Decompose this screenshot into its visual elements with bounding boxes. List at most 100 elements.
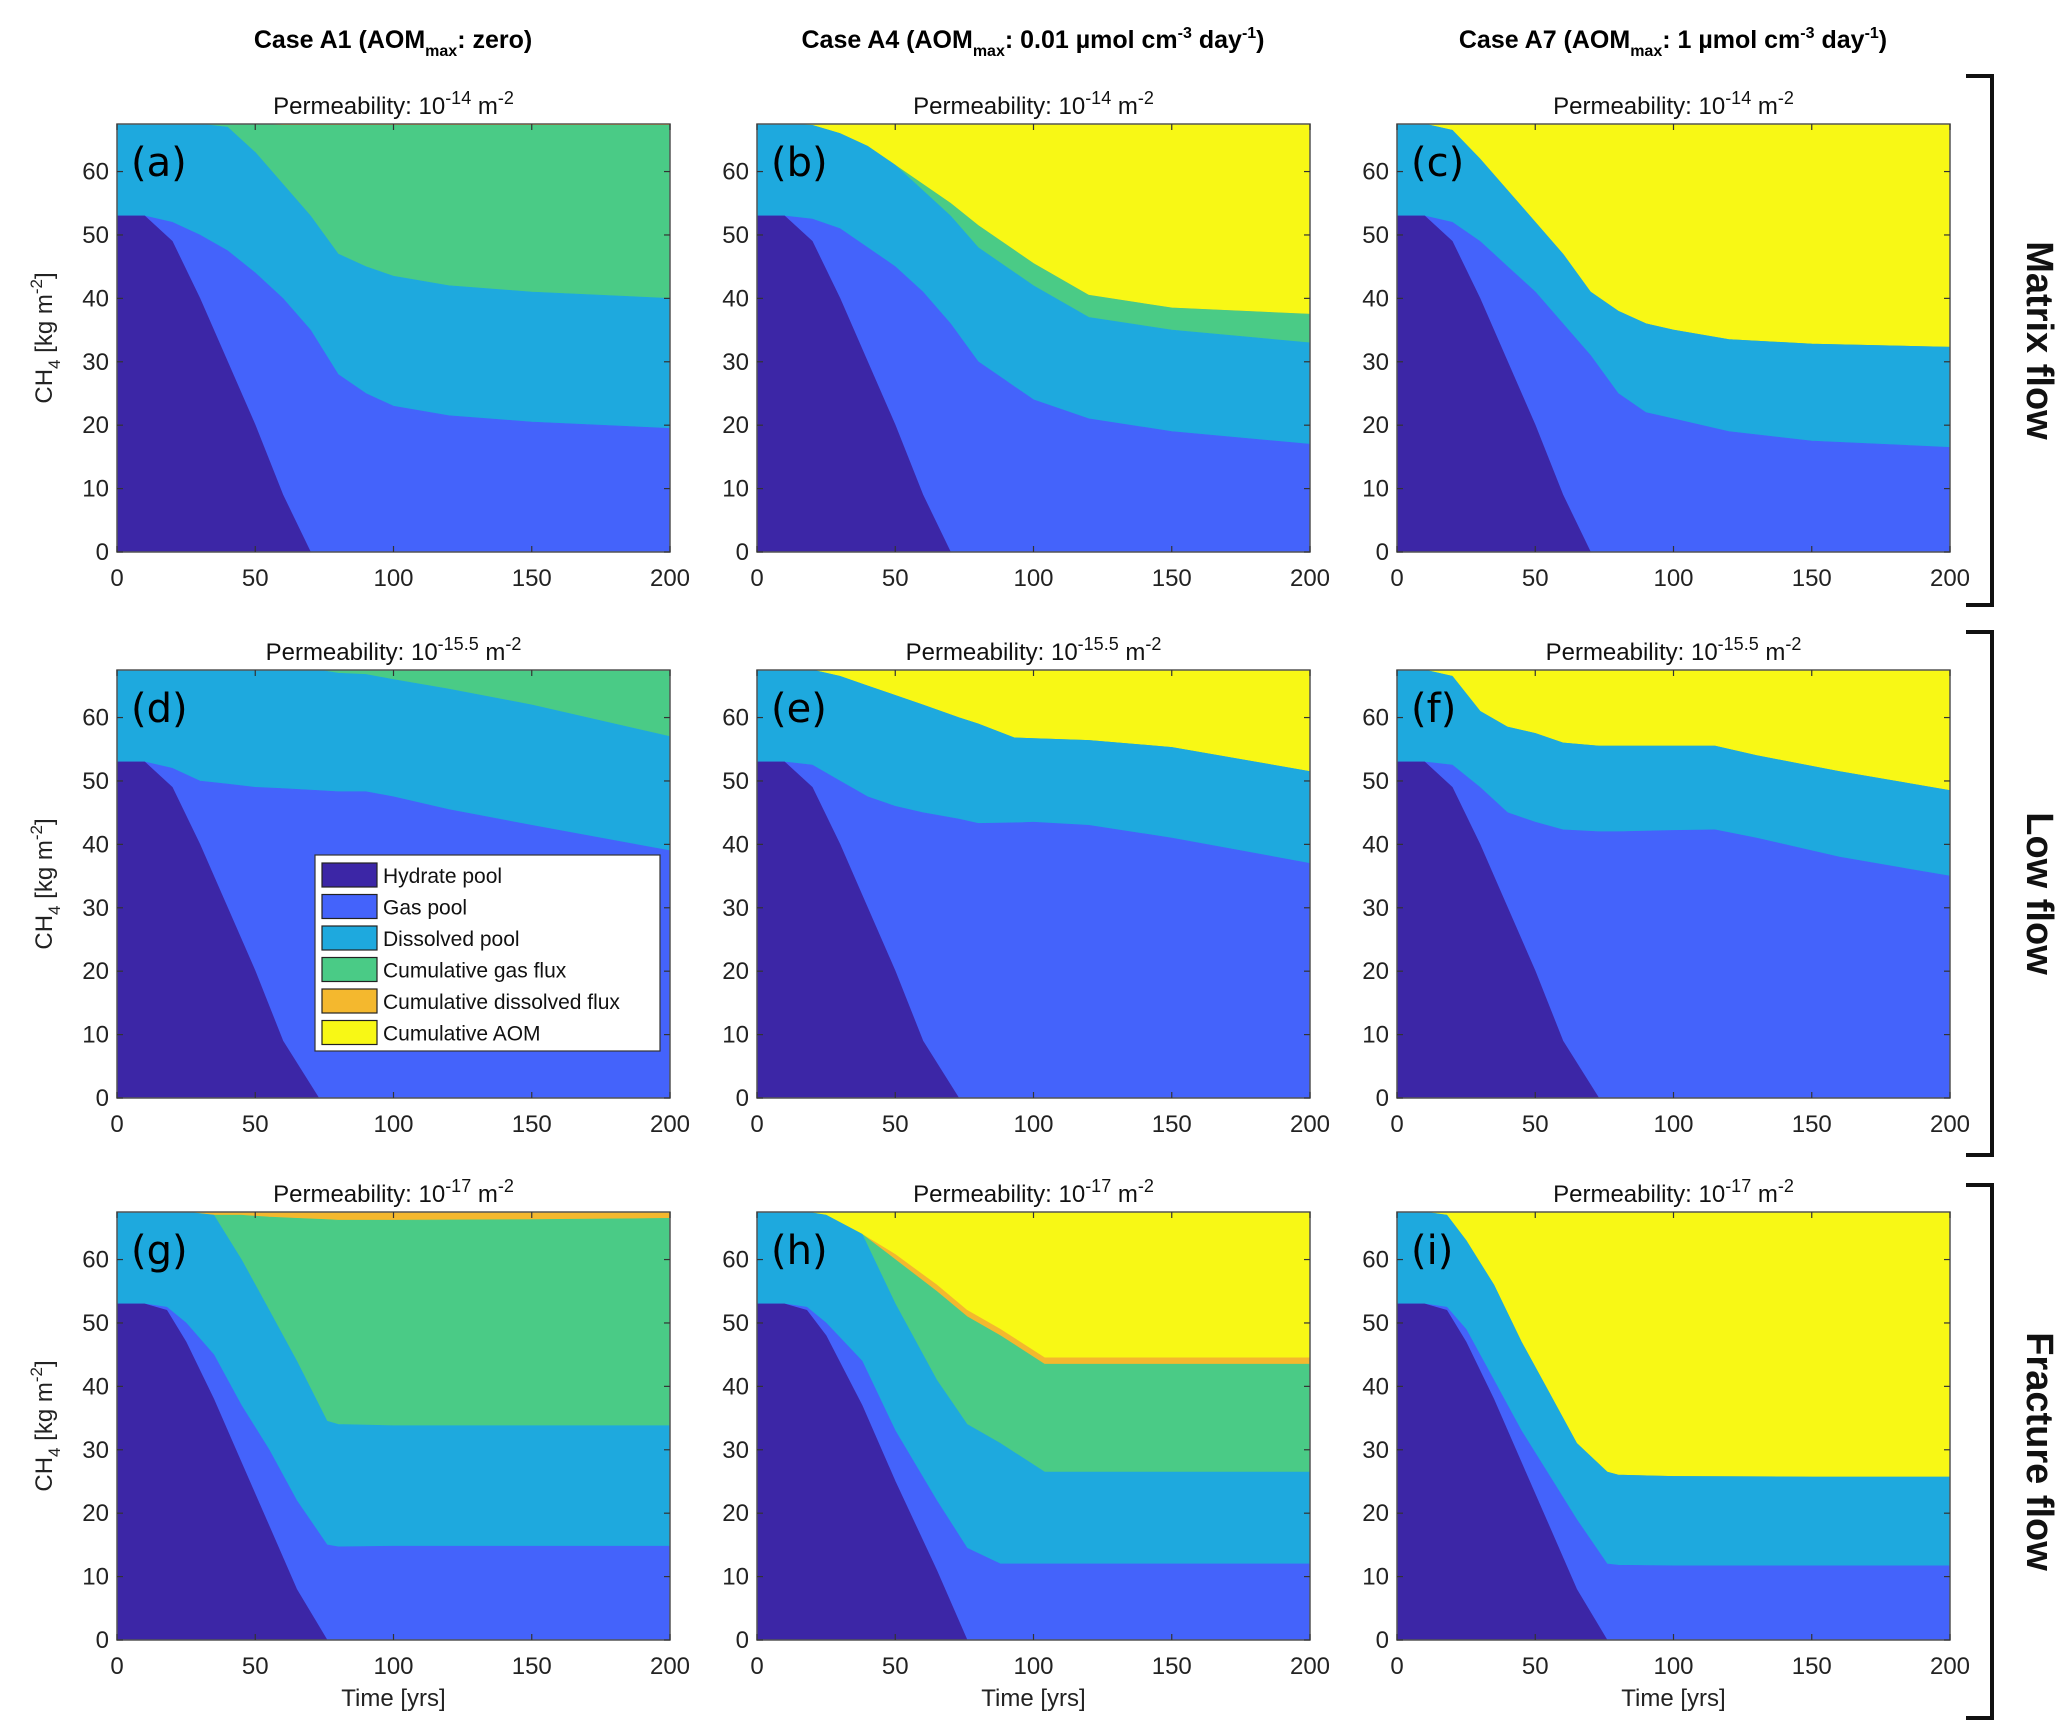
row-label: Fracture flow xyxy=(2018,1332,2060,1571)
x-tick-label: 150 xyxy=(512,1111,552,1138)
x-tick-label: 200 xyxy=(1930,1653,1970,1680)
y-tick-label: 60 xyxy=(722,705,749,732)
y-tick-label: 60 xyxy=(1362,159,1389,186)
x-tick-label: 150 xyxy=(1152,565,1192,592)
x-axis-label: Time [yrs] xyxy=(981,1685,1085,1712)
panel-letter: (a) xyxy=(131,140,187,186)
x-tick-label: 50 xyxy=(1522,565,1549,592)
x-tick-label: 0 xyxy=(1390,565,1403,592)
x-tick-label: 100 xyxy=(1653,1653,1693,1680)
y-tick-label: 0 xyxy=(96,1085,109,1112)
area-hydrate xyxy=(757,215,1310,552)
legend-label: Cumulative AOM xyxy=(383,1023,541,1046)
y-tick-label: 20 xyxy=(82,958,109,985)
x-tick-label: 50 xyxy=(882,1111,909,1138)
y-tick-label: 20 xyxy=(1362,412,1389,439)
y-tick-label: 50 xyxy=(722,768,749,795)
panel-e: 0 50 100 150 200 0 10 20 30 40 50 60 Permeability: 1… xyxy=(722,634,1330,1138)
y-tick-label: 30 xyxy=(82,895,109,922)
y-tick-label: 0 xyxy=(96,539,109,566)
x-tick-label: 100 xyxy=(1013,1653,1053,1680)
y-tick-label: 50 xyxy=(1362,1310,1389,1337)
y-tick-label: 60 xyxy=(82,159,109,186)
y-tick-label: 30 xyxy=(82,1437,109,1464)
y-tick-label: 60 xyxy=(722,159,749,186)
y-tick-label: 0 xyxy=(1376,1085,1389,1112)
row-label: Low flow xyxy=(2018,812,2060,975)
y-tick-label: 40 xyxy=(1362,1373,1389,1400)
y-tick-label: 30 xyxy=(722,1437,749,1464)
y-tick-label: 50 xyxy=(1362,222,1389,249)
panel-title: Permeability: 10-14 m-2 xyxy=(913,88,1154,120)
row-label: Matrix flow xyxy=(2018,241,2060,440)
x-tick-label: 100 xyxy=(373,1653,413,1680)
legend-swatch-dissolved xyxy=(321,925,378,951)
row-labels: Matrix flow Low flow Fracture flow xyxy=(1966,74,2060,1720)
y-tick-label: 0 xyxy=(1376,539,1389,566)
x-tick-label: 200 xyxy=(1930,565,1970,592)
x-tick-label: 0 xyxy=(110,1111,123,1138)
panel-title: Permeability: 10-17 m-2 xyxy=(273,1176,514,1208)
legend-label: Cumulative gas flux xyxy=(383,960,567,983)
panel-h: 0 50 100 150 200 0 10 20 30 40 50 60 Permeability: 1… xyxy=(722,1176,1330,1712)
y-tick-label: 40 xyxy=(1362,285,1389,312)
y-tick-label: 20 xyxy=(722,1500,749,1527)
panel-letter: (h) xyxy=(771,1228,828,1274)
y-tick-label: 10 xyxy=(722,1564,749,1591)
panel-a: 0 50 100 150 200 0 10 20 30 40 50 60 Permeability: 1… xyxy=(27,88,690,592)
y-tick-label: 0 xyxy=(736,539,749,566)
y-tick-label: 50 xyxy=(82,222,109,249)
legend-swatch-hydrate xyxy=(321,862,378,888)
x-tick-label: 0 xyxy=(750,565,763,592)
x-tick-label: 150 xyxy=(1152,1653,1192,1680)
y-tick-label: 30 xyxy=(1362,349,1389,376)
y-tick-label: 40 xyxy=(82,285,109,312)
x-axis-label: Time [yrs] xyxy=(1621,1685,1725,1712)
x-tick-label: 150 xyxy=(1792,1111,1832,1138)
y-tick-label: 20 xyxy=(722,958,749,985)
x-tick-label: 100 xyxy=(373,1111,413,1138)
x-tick-label: 150 xyxy=(1792,1653,1832,1680)
column-title: Case A1 (AOMmax: zero) xyxy=(254,26,532,60)
area-gasflux xyxy=(117,670,670,737)
x-tick-label: 0 xyxy=(750,1111,763,1138)
y-tick-label: 10 xyxy=(1362,476,1389,503)
panel-letter: (e) xyxy=(771,686,827,732)
y-tick-label: 0 xyxy=(736,1085,749,1112)
x-tick-label: 50 xyxy=(882,1653,909,1680)
y-tick-label: 30 xyxy=(722,349,749,376)
x-tick-label: 50 xyxy=(882,565,909,592)
y-tick-label: 50 xyxy=(82,1310,109,1337)
x-tick-label: 150 xyxy=(1792,565,1832,592)
panel-c: 0 50 100 150 200 0 10 20 30 40 50 60 Permeability: 1… xyxy=(1362,88,1970,592)
panel-title: Permeability: 10-14 m-2 xyxy=(1553,88,1794,120)
x-tick-label: 100 xyxy=(1653,565,1693,592)
y-tick-label: 20 xyxy=(1362,958,1389,985)
y-tick-label: 10 xyxy=(1362,1564,1389,1591)
area-hydrate xyxy=(757,761,1310,1098)
panel-title: Permeability: 10-15.5 m-2 xyxy=(906,634,1162,666)
row-bracket xyxy=(1966,74,1994,607)
x-tick-label: 200 xyxy=(650,1111,690,1138)
x-tick-label: 0 xyxy=(1390,1111,1403,1138)
area-hydrate xyxy=(757,1303,1310,1640)
x-tick-label: 50 xyxy=(242,1111,269,1138)
area-hydrate xyxy=(1397,215,1950,552)
y-tick-label: 20 xyxy=(722,412,749,439)
legend: Hydrate pool Gas pool Dissolved pool Cumula… xyxy=(314,854,661,1052)
legend-box xyxy=(314,854,661,1052)
legend-swatch-dissflux xyxy=(321,988,378,1014)
panel-title: Permeability: 10-17 m-2 xyxy=(913,1176,1154,1208)
y-tick-label: 50 xyxy=(1362,768,1389,795)
y-tick-label: 20 xyxy=(82,412,109,439)
y-tick-label: 40 xyxy=(1362,831,1389,858)
x-tick-label: 200 xyxy=(650,565,690,592)
panel-title: Permeability: 10-15.5 m-2 xyxy=(266,634,522,666)
panel-f: 0 50 100 150 200 0 10 20 30 40 50 60 Permeability: 1… xyxy=(1362,634,1970,1138)
area-hydrate xyxy=(117,1303,670,1640)
y-tick-label: 10 xyxy=(82,1564,109,1591)
y-tick-label: 0 xyxy=(1376,1627,1389,1654)
panel-title: Permeability: 10-14 m-2 xyxy=(273,88,514,120)
y-tick-label: 40 xyxy=(722,285,749,312)
